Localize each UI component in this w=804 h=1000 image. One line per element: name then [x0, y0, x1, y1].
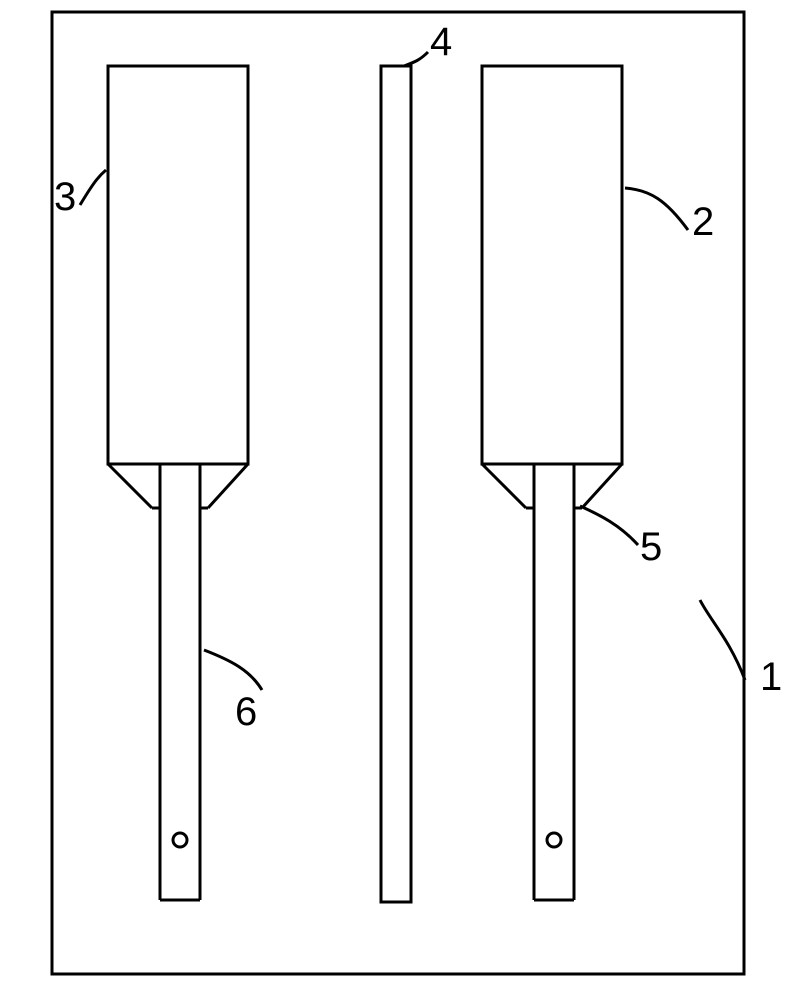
label-4: 4 — [430, 20, 452, 64]
right-tool — [482, 66, 622, 900]
right-body — [482, 66, 622, 464]
leader-1 — [700, 600, 745, 680]
right-hole — [547, 833, 561, 847]
leader-3 — [80, 170, 106, 205]
label-5: 5 — [640, 525, 662, 569]
leader-2 — [625, 188, 688, 230]
left-hole — [173, 833, 187, 847]
label-6: 6 — [235, 690, 257, 734]
left-tool — [108, 66, 248, 900]
leader-5 — [580, 506, 638, 545]
label-1: 1 — [760, 655, 782, 699]
right-shoulder-line-right — [582, 464, 622, 508]
right-shoulder-line-left — [482, 464, 526, 508]
technical-diagram: 1 2 3 4 5 6 — [0, 0, 804, 1000]
leader-6 — [204, 650, 262, 690]
left-body — [108, 66, 248, 464]
left-shoulder-line-left — [108, 464, 152, 508]
label-3: 3 — [54, 175, 76, 219]
label-2: 2 — [692, 200, 714, 244]
center-bar — [381, 66, 411, 902]
leader-4 — [404, 52, 428, 66]
outer-frame — [52, 12, 744, 974]
left-shoulder-line-right — [208, 464, 248, 508]
